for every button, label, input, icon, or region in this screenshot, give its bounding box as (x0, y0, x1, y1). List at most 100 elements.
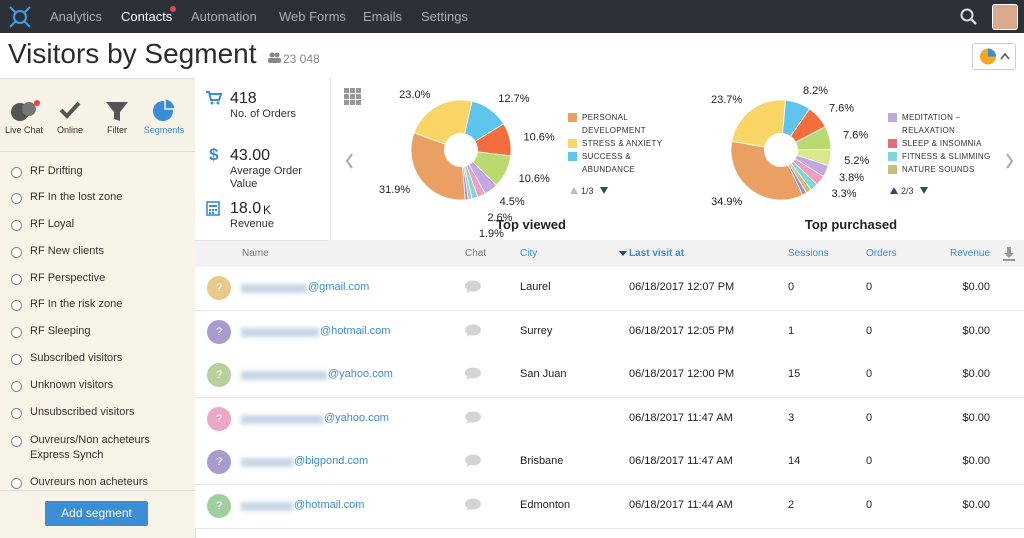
pie-value-label: 1.9% (479, 228, 504, 240)
stat-icon: $ (209, 147, 219, 164)
chat-icon[interactable] (464, 454, 482, 468)
table-row[interactable] (195, 441, 1024, 486)
email[interactable]: @hotmail.com (320, 324, 391, 337)
legend-item[interactable]: PERSONAL DEVELOPMENT (568, 111, 678, 137)
add-segment-button[interactable]: Add segment (45, 501, 148, 526)
email[interactable]: @gmail.com (308, 281, 370, 293)
cell: 06/18/2017 12:07 PM (629, 281, 735, 293)
grid-icon-cell (356, 88, 361, 93)
segment-label[interactable]: RF Sleeping (30, 325, 91, 337)
segment-label[interactable]: Subscribed visitors (30, 352, 123, 364)
nav-item[interactable]: Settings (421, 9, 468, 24)
segment-label[interactable]: RF Loyal (30, 218, 75, 230)
segment-label[interactable]: Unknown visitors (30, 379, 114, 391)
segment-radio[interactable] (11, 167, 22, 178)
stat-value: 18.0 (230, 200, 262, 217)
email[interactable]: @yahoo.com (324, 411, 389, 424)
nav-item[interactable]: Automation (191, 9, 257, 24)
column-header[interactable]: Revenue (950, 248, 991, 259)
cell: $0.00 (962, 368, 990, 381)
pie-value-label: 3.3% (832, 188, 857, 200)
segment-label[interactable]: Ouvreurs non acheteurs (30, 476, 149, 488)
logo[interactable] (7, 4, 33, 30)
segment-label[interactable]: RF New clients (30, 245, 104, 257)
sidebar-tabs (0, 78, 195, 152)
legend-label: PERSONAL DEVELOPMENT (582, 113, 646, 135)
legend-label: SLEEP & INSOMNIA (902, 139, 982, 148)
segment-radio[interactable] (11, 274, 22, 285)
sidebar-divider (0, 490, 195, 491)
legend-item[interactable]: SLEEP & INSOMNIA (888, 137, 998, 150)
cell: 0 (866, 499, 873, 511)
segment-radio[interactable] (11, 247, 22, 258)
legend-item[interactable]: SUCCESS & ABUNDANCE (568, 150, 678, 176)
table-row[interactable] (195, 310, 1024, 355)
tab-label[interactable]: Online (56, 125, 83, 135)
table-row[interactable] (195, 397, 1024, 442)
visitor-count: 23 048 (283, 52, 320, 66)
segment-radio[interactable] (11, 408, 22, 419)
segment-radio[interactable] (11, 478, 22, 489)
segment-label[interactable]: RF In the lost zone (30, 191, 123, 203)
download-icon[interactable] (1001, 246, 1017, 262)
chat-icon[interactable] (464, 367, 482, 381)
table-row[interactable] (195, 267, 1024, 311)
segment-label[interactable]: Ouvreurs/Non acheteurs Express Synch (30, 434, 150, 461)
segment-label[interactable]: RF In the risk zone (30, 298, 123, 310)
cell: $0.00 (962, 281, 990, 293)
email-blur (241, 458, 293, 468)
table-row[interactable] (195, 354, 1024, 399)
nav-item[interactable]: Web Forms (279, 9, 346, 24)
legend-label: NATURE SOUNDS (902, 165, 975, 174)
cell: Laurel (520, 281, 551, 293)
segment-radio[interactable] (11, 220, 22, 231)
legend-item[interactable]: NATURE SOUNDS (888, 163, 998, 176)
legend-item[interactable]: SEX (888, 176, 998, 177)
column-header[interactable]: Name (242, 248, 269, 259)
pie-value-label: 2.6% (487, 212, 512, 224)
email[interactable]: @yahoo.com (328, 368, 393, 381)
chat-icon[interactable] (464, 324, 482, 338)
email[interactable]: @hotmail.com (294, 499, 365, 511)
column-header: Chat (465, 248, 487, 259)
pie-value-label: 34.9% (711, 196, 742, 208)
column-header[interactable]: Sessions (788, 248, 829, 259)
nav-item[interactable]: Contacts (121, 9, 173, 24)
stat-icon (206, 201, 220, 216)
search-icon[interactable] (960, 8, 978, 26)
email-blur (241, 502, 293, 511)
legend-item[interactable]: MEDITATION – RELAXATION (888, 111, 998, 137)
nav-item[interactable]: Analytics (50, 9, 103, 24)
avatar: ? (207, 363, 231, 388)
stat-value: 43.00 (230, 147, 271, 164)
segment-label[interactable]: RF Drifting (30, 165, 83, 177)
segment-label[interactable]: Unsubscribed visitors (30, 406, 135, 418)
tab-label[interactable]: Live Chat (4, 125, 44, 135)
segment-radio[interactable] (11, 381, 22, 392)
segment-radio[interactable] (11, 300, 22, 311)
chat-icon[interactable] (464, 280, 482, 294)
chat-icon[interactable] (464, 411, 482, 425)
column-header[interactable]: Last visit at (629, 248, 685, 259)
segment-label[interactable]: RF Perspective (30, 272, 106, 284)
legend-item[interactable]: STRESS & ANXIETY (568, 137, 678, 150)
segment-radio[interactable] (11, 354, 22, 365)
tab-label[interactable]: Segments (143, 125, 185, 135)
segment-radio[interactable] (11, 193, 22, 204)
user-avatar[interactable] (992, 4, 1018, 30)
cell: 3 (788, 411, 795, 424)
legend-item[interactable]: FITNESS & SLIMMING (888, 150, 998, 163)
segment-radio[interactable] (11, 327, 22, 338)
column-header[interactable]: City (520, 248, 538, 259)
column-header[interactable]: Orders (866, 248, 897, 259)
legend-swatch (568, 113, 577, 122)
email[interactable]: @bigpond.com (294, 455, 369, 468)
cell: 06/18/2017 12:00 PM (629, 368, 735, 381)
nav-item[interactable]: Emails (363, 9, 403, 24)
segment-radio[interactable] (11, 436, 22, 447)
table-row[interactable] (195, 485, 1024, 529)
chart-toggle[interactable] (972, 43, 1016, 70)
chat-icon[interactable] (464, 498, 482, 512)
tab-label[interactable]: Filter (107, 125, 127, 135)
legend-item[interactable]: WELL-BEING (568, 176, 678, 177)
